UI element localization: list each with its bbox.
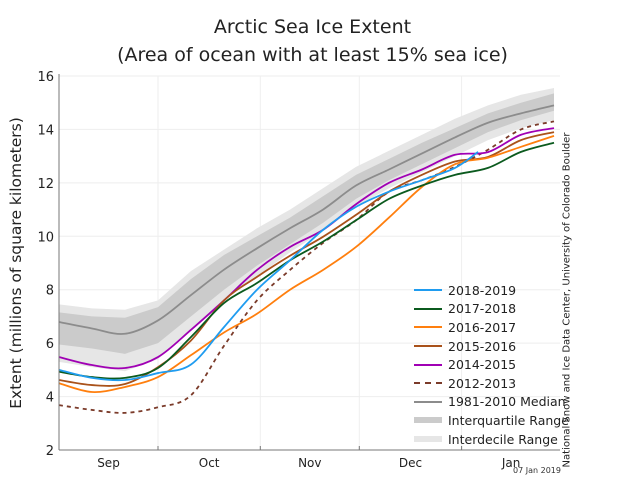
y-tick-label: 14 [37, 123, 54, 138]
legend-item: 2015-2016 [414, 337, 569, 356]
x-tick-label: Nov [298, 456, 321, 470]
legend-swatch [414, 345, 442, 348]
legend-item: 2012-2013 [414, 374, 569, 393]
legend-swatch [414, 363, 442, 366]
series-line-2016-2017 [58, 134, 555, 393]
y-axis-label: Extent (millions of square kilometers) [7, 117, 25, 409]
series-line-2012-2013 [58, 120, 555, 414]
legend-label: 2012-2013 [448, 375, 517, 391]
legend-label: Interdecile Range [448, 431, 558, 447]
x-tick-label: Oct [199, 456, 220, 470]
date-stamp: 07 Jan 2019 [513, 466, 561, 475]
band-interquartile-range [59, 93, 554, 354]
x-tick-label: Dec [399, 456, 422, 470]
legend-label: 2016-2017 [448, 319, 517, 335]
x-tick-label: Sep [97, 456, 120, 470]
legend-swatch [414, 326, 442, 329]
legend-label: 2014-2015 [448, 357, 517, 373]
chart-title: Arctic Sea Ice Extent [213, 16, 412, 38]
legend-label: Interquartile Range [448, 412, 569, 428]
x-tick-label: Jan [501, 456, 521, 470]
legend-swatch [414, 289, 442, 292]
legend-label: 1981-2010 Median [448, 394, 566, 410]
series-line-2017-2018 [58, 141, 555, 380]
series-line-1981-2010-median [58, 104, 555, 335]
legend-swatch [414, 436, 442, 443]
legend-item: Interquartile Range [414, 411, 569, 430]
chart-subtitle: (Area of ocean with at least 15% sea ice… [117, 44, 508, 66]
legend-label: 2015-2016 [448, 338, 517, 354]
legend-item: 2016-2017 [414, 318, 569, 337]
y-tick-label: 6 [46, 337, 54, 352]
series-line-2018-2019 [58, 151, 479, 382]
legend-item: 2017-2018 [414, 300, 569, 319]
series-line-2014-2015 [58, 127, 555, 370]
legend-item: 1981-2010 Median [414, 393, 569, 412]
legend-swatch [414, 417, 442, 424]
legend: 2018-2019 2017-2018 2016-2017 2015-2016 … [414, 281, 569, 448]
y-tick-label: 10 [37, 230, 54, 245]
legend-item: 2014-2015 [414, 355, 569, 374]
legend-item: 2018-2019 [414, 281, 569, 300]
y-tick-label: 16 [37, 70, 54, 85]
y-tick-label: 4 [46, 391, 54, 406]
legend-item: Interdecile Range [414, 430, 569, 449]
y-tick-label: 2 [46, 444, 54, 459]
legend-swatch [414, 382, 442, 385]
legend-label: 2017-2018 [448, 301, 517, 317]
legend-swatch [414, 307, 442, 310]
y-tick-label: 12 [37, 177, 54, 192]
legend-label: 2018-2019 [448, 282, 517, 298]
y-tick-label: 8 [46, 284, 54, 299]
legend-swatch [414, 400, 442, 403]
